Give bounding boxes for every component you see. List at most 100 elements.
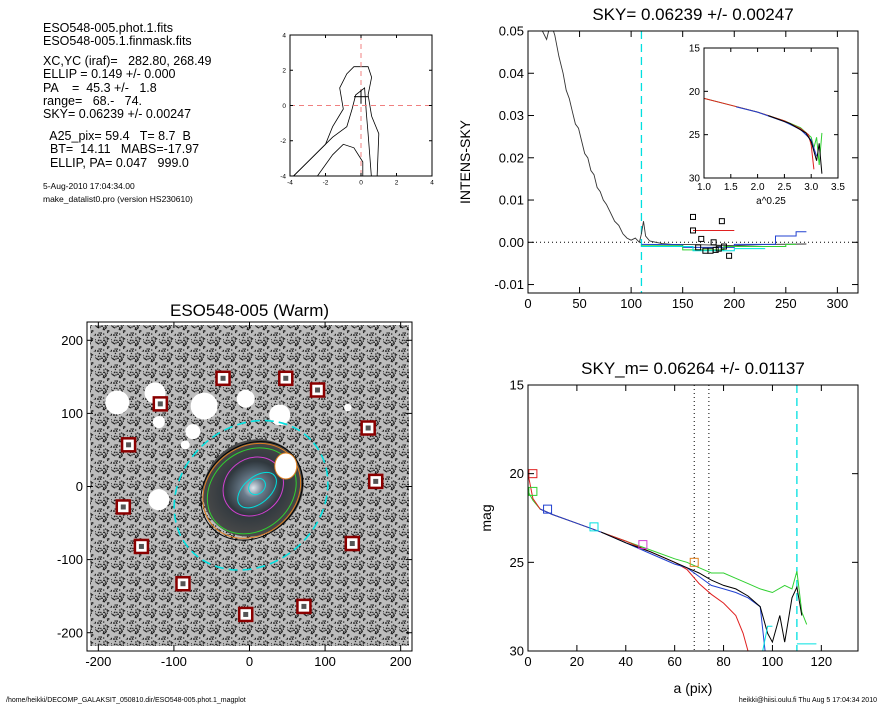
- mag-marker-square: [689, 557, 699, 567]
- isophote-ellipse: [237, 471, 277, 509]
- sky-box-core: [315, 387, 321, 393]
- info-line: XC,YC (iraf)= 282.80, 268.49: [43, 53, 212, 68]
- info-date: 5-Aug-2010 17:04:34.00: [43, 181, 135, 192]
- sky-x-tick-label: 200: [723, 296, 745, 311]
- center-y-tick-label: -2: [280, 138, 286, 145]
- center-x-tick-label: -4: [287, 180, 293, 187]
- inset-x-tick-label: 1.5: [724, 182, 738, 193]
- info-line: ESO548-005.phot.1.fits: [43, 21, 173, 35]
- mag-x-tick-label: 20: [570, 654, 584, 669]
- contour-line: [292, 66, 380, 176]
- center-y-tick-label: 2: [282, 68, 286, 75]
- sky-sample-square: [720, 243, 727, 250]
- image-y-tick-label: -200: [57, 625, 83, 640]
- image-x-tick-label: 0: [246, 654, 253, 669]
- sky-y-tick-label: 0.03: [499, 108, 524, 123]
- isophote-ellipse: [173, 419, 329, 571]
- inset-frame: [703, 47, 839, 179]
- mag-marker-square: [589, 522, 599, 532]
- mag-marker-square: [638, 540, 648, 550]
- mag-x-tick-label: 100: [762, 654, 784, 669]
- sky-box-core: [349, 541, 355, 547]
- inset-x-tick-label: 3.5: [831, 182, 845, 193]
- inset-y-tick-label: 30: [689, 174, 701, 185]
- mag-x-tick-label: 120: [810, 654, 832, 669]
- masked-region: [185, 424, 201, 440]
- mag-x-tick-label: 60: [667, 654, 681, 669]
- sky-box-core: [243, 611, 249, 617]
- image-plot-title: ESO548-005 (Warm): [170, 301, 329, 320]
- bright-star: [274, 452, 298, 480]
- sky-sample-square: [710, 239, 717, 246]
- sky-y-tick-label: 0.02: [499, 150, 524, 165]
- sky-x-tick-label: 50: [572, 296, 586, 311]
- info-line: BT= 14.11 MABS=-17.97: [43, 142, 200, 157]
- inset-x-tick-label: 2.0: [751, 182, 765, 193]
- sky-sample-square: [690, 213, 696, 220]
- image-x-tick-label: -100: [161, 654, 187, 669]
- masked-region: [148, 489, 170, 511]
- mag-series-line: [528, 491, 808, 625]
- sky-plot-ylabel: INTENS-SKY: [457, 119, 473, 204]
- info-line: ELLIP = 0.149 +/- 0.000: [43, 67, 176, 82]
- inset-bg: [704, 48, 838, 178]
- info-line: ELLIP, PA= 0.047 999.0: [43, 155, 189, 170]
- image-x-tick-label: 200: [390, 654, 412, 669]
- sky-plot-frame: [527, 30, 859, 294]
- mag-y-tick-label: 25: [510, 555, 524, 570]
- footer-path: /home/heikki/DECOMP_GALAKSIT_050810.dir/…: [6, 697, 246, 704]
- mag-series-line: [528, 473, 749, 651]
- sky-box-core: [138, 543, 144, 549]
- center-x-tick-label: 0: [359, 180, 363, 187]
- masked-region: [269, 404, 291, 426]
- isophote-ellipse: [248, 477, 266, 496]
- inset-series-line: [768, 115, 823, 174]
- sky-x-tick-label: 100: [620, 296, 642, 311]
- sky-plot-title: SKY= 0.06239 +/- 0.00247: [592, 5, 793, 24]
- sky-box-core: [301, 603, 307, 609]
- center-y-tick-label: -4: [280, 173, 286, 180]
- center-x-tick-label: -2: [323, 180, 329, 187]
- image-x-tick-label: -200: [85, 654, 111, 669]
- sky-y-tick-label: 0.04: [499, 66, 524, 81]
- image-y-tick-label: 100: [61, 406, 83, 421]
- image-x-tick-label: 100: [314, 654, 336, 669]
- sky-box-core: [180, 581, 186, 587]
- galaxy-info-block: ESO548-005.phot.1.fits ESO548-005.1.finm…: [43, 21, 303, 206]
- sky-x-tick-label: 150: [672, 296, 694, 311]
- mag-x-tick-label: 80: [716, 654, 730, 669]
- mag-x-tick-label: 0: [524, 654, 531, 669]
- sky-y-tick-label: 0.01: [499, 193, 524, 208]
- sky-sample-square: [726, 252, 733, 259]
- sky-box-core: [120, 504, 126, 510]
- info-program: make_datalist0.pro (version HS230610): [43, 194, 193, 205]
- sky-sample-square: [698, 235, 705, 242]
- mag-plot-ylabel: mag: [478, 504, 494, 531]
- sky-y-tick-label: -0.01: [494, 277, 524, 292]
- sky-x-tick-label: 300: [827, 296, 849, 311]
- sky-box-core: [126, 442, 132, 448]
- mag-marker-square: [543, 504, 553, 514]
- sky-sample-square: [690, 227, 696, 234]
- masked-region: [155, 416, 165, 426]
- inset-xlabel: a^0.25: [756, 196, 786, 207]
- mag-series-line: [601, 531, 803, 644]
- masked-region: [236, 389, 255, 408]
- sky-box-core: [373, 478, 379, 484]
- sky-profile-line: [538, 31, 807, 247]
- mag-series-line: [539, 508, 766, 651]
- inset-y-tick-label: 25: [689, 130, 701, 141]
- mag-plot-xlabel: a (pix): [674, 680, 713, 696]
- image-y-tick-label: 200: [61, 333, 83, 348]
- mag-y-tick-label: 15: [510, 378, 524, 393]
- inset-x-tick-label: 3.0: [804, 182, 818, 193]
- mag-y-tick-label: 20: [510, 466, 524, 481]
- sky-x-tick-label: 0: [524, 296, 531, 311]
- inset-y-tick-label: 20: [689, 87, 701, 98]
- mag-y-tick-label: 30: [510, 644, 524, 659]
- mag-plot-title: SKY_m= 0.06264 +/- 0.01137: [581, 359, 805, 378]
- sky-y-tick-label: 0.00: [499, 235, 524, 250]
- contour-line: [292, 87, 372, 176]
- info-line: PA = 45.3 +/- 1.8: [43, 80, 157, 95]
